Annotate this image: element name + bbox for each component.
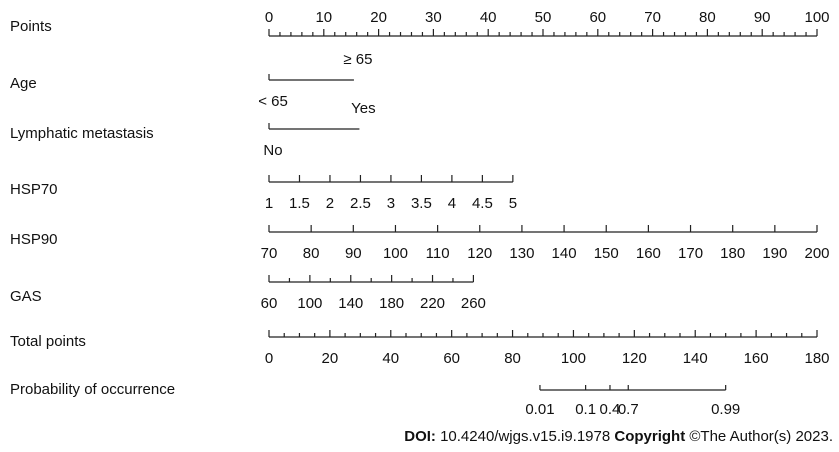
hsp90-tick-label: 200 <box>804 245 829 262</box>
row-label-probability-of-occurrence: Probability of occurrence <box>10 381 175 398</box>
hsp90-tick-label: 80 <box>303 245 320 262</box>
probability-of-occurrence-tick-label: 0.4 <box>600 401 621 418</box>
gas-tick-label: 100 <box>297 295 322 312</box>
row-label-gas: GAS <box>10 288 42 305</box>
doi-label: DOI: <box>404 428 436 445</box>
probability-of-occurrence-tick-label: 0.7 <box>618 401 639 418</box>
row-label-hsp70: HSP70 <box>10 181 58 198</box>
row-label-points: Points <box>10 18 52 35</box>
hsp70-tick-label: 4.5 <box>472 195 493 212</box>
hsp90-tick-label: 140 <box>552 245 577 262</box>
total-points-tick-label: 20 <box>322 350 339 367</box>
gas-tick-label: 260 <box>461 295 486 312</box>
hsp70-tick-label: 2 <box>326 195 334 212</box>
total-points-tick-label: 180 <box>804 350 829 367</box>
total-points-tick-label: 120 <box>622 350 647 367</box>
points-tick-label: 50 <box>535 9 552 26</box>
hsp90-tick-label: 180 <box>720 245 745 262</box>
hsp70-tick-label: 1 <box>265 195 273 212</box>
copyright-text: ©The Author(s) 2023. <box>685 428 833 445</box>
row-label-age: Age <box>10 75 37 92</box>
points-tick-label: 20 <box>370 9 387 26</box>
hsp90-tick-label: 170 <box>678 245 703 262</box>
points-tick-label: 10 <box>315 9 332 26</box>
row-label-lymphatic-metastasis: Lymphatic metastasis <box>10 125 154 142</box>
hsp90-tick-label: 160 <box>636 245 661 262</box>
points-tick-label: 60 <box>589 9 606 26</box>
gas-tick-label: 60 <box>261 295 278 312</box>
lymphatic-metastasis-category-label: Yes <box>351 100 375 117</box>
total-points-tick-label: 60 <box>443 350 460 367</box>
hsp70-tick-label: 5 <box>509 195 517 212</box>
probability-of-occurrence-tick-label: 0.01 <box>525 401 554 418</box>
points-tick-label: 80 <box>699 9 716 26</box>
points-tick-label: 100 <box>804 9 829 26</box>
copyright-label: Copyright <box>614 428 686 445</box>
hsp90-tick-label: 190 <box>762 245 787 262</box>
doi-value: 10.4240/wjgs.v15.i9.1978 <box>435 428 615 445</box>
hsp70-tick-label: 4 <box>448 195 456 212</box>
hsp90-tick-label: 100 <box>383 245 408 262</box>
total-points-tick-label: 160 <box>744 350 769 367</box>
hsp90-tick-label: 150 <box>594 245 619 262</box>
total-points-tick-label: 100 <box>561 350 586 367</box>
points-tick-label: 30 <box>425 9 442 26</box>
hsp90-tick-label: 130 <box>509 245 534 262</box>
hsp90-tick-label: 110 <box>426 245 450 262</box>
total-points-tick-label: 140 <box>683 350 708 367</box>
lymphatic-metastasis-category-label: No <box>263 142 282 159</box>
gas-tick-label: 220 <box>420 295 445 312</box>
hsp70-tick-label: 2.5 <box>350 195 371 212</box>
age-category-label: ≥ 65 <box>343 51 372 68</box>
points-tick-label: 40 <box>480 9 497 26</box>
points-tick-label: 0 <box>265 9 273 26</box>
probability-of-occurrence-tick-label: 0.99 <box>711 401 740 418</box>
points-tick-label: 70 <box>644 9 661 26</box>
hsp70-tick-label: 1.5 <box>289 195 310 212</box>
hsp90-tick-label: 120 <box>467 245 492 262</box>
hsp70-tick-label: 3 <box>387 195 395 212</box>
gas-tick-label: 180 <box>379 295 404 312</box>
row-label-total-points: Total points <box>10 333 86 350</box>
hsp90-tick-label: 70 <box>261 245 278 262</box>
total-points-tick-label: 0 <box>265 350 273 367</box>
row-label-hsp90: HSP90 <box>10 231 58 248</box>
total-points-tick-label: 40 <box>382 350 399 367</box>
points-tick-label: 90 <box>754 9 771 26</box>
total-points-tick-label: 80 <box>504 350 521 367</box>
hsp70-tick-label: 3.5 <box>411 195 432 212</box>
hsp90-tick-label: 90 <box>345 245 362 262</box>
caption: DOI: 10.4240/wjgs.v15.i9.1978 Copyright … <box>404 428 833 445</box>
age-category-label: < 65 <box>258 93 288 110</box>
gas-tick-label: 140 <box>338 295 363 312</box>
probability-of-occurrence-tick-label: 0.1 <box>575 401 596 418</box>
